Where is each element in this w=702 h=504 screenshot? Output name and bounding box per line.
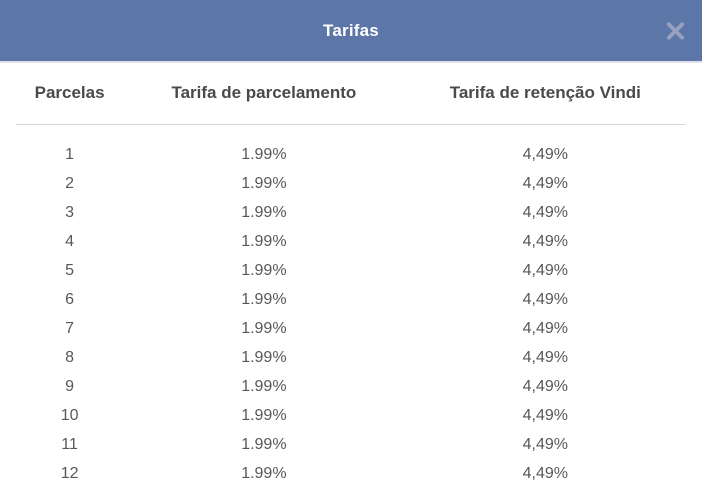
table-cell: 1.99% <box>241 319 287 337</box>
table-cell: 4 <box>65 232 75 250</box>
table-cell: 4,49% <box>522 348 568 366</box>
table-row: 6 1.99% 4,49% <box>16 285 686 314</box>
table-header: Parcelas Tarifa de parcelamento Tarifa d… <box>16 63 686 125</box>
table-cell: 1.99% <box>241 435 287 453</box>
table-row: 7 1.99% 4,49% <box>16 314 686 343</box>
table-header-row: Parcelas Tarifa de parcelamento Tarifa d… <box>16 63 686 125</box>
table-cell: 4,49% <box>522 174 568 192</box>
table-cell: 5 <box>65 261 75 279</box>
table-cell: 6 <box>65 290 75 308</box>
table-cell: 11 <box>61 435 78 453</box>
table-cell: 1.99% <box>241 290 287 308</box>
column-header-parcelas: Parcelas <box>16 63 124 125</box>
table-row: 1 1.99% 4,49% <box>16 125 686 170</box>
table-cell: 9 <box>65 377 75 395</box>
table-cell: 4,49% <box>522 435 568 453</box>
column-header-tarifa-parcelamento: Tarifa de parcelamento <box>123 63 405 125</box>
modal-body: Parcelas Tarifa de parcelamento Tarifa d… <box>0 63 702 488</box>
table-cell: 4,49% <box>522 377 568 395</box>
table-cell: 4,49% <box>522 464 568 482</box>
table-cell: 1.99% <box>241 377 287 395</box>
table-cell: 3 <box>65 203 75 221</box>
table-cell: 4,49% <box>522 290 568 308</box>
table-cell: 8 <box>65 348 75 366</box>
tarifas-table: Parcelas Tarifa de parcelamento Tarifa d… <box>16 63 686 488</box>
table-cell: 4,49% <box>522 261 568 279</box>
table-cell: 1.99% <box>241 464 287 482</box>
table-cell: 4,49% <box>522 232 568 250</box>
table-row: 11 1.99% 4,49% <box>16 430 686 459</box>
table-cell: 12 <box>60 464 79 482</box>
table-cell: 4,49% <box>522 319 568 337</box>
column-header-tarifa-retencao-vindi: Tarifa de retenção Vindi <box>404 63 686 125</box>
table-row: 3 1.99% 4,49% <box>16 198 686 227</box>
table-cell: 1.99% <box>241 203 287 221</box>
modal-header: Tarifas <box>0 0 702 63</box>
table-cell: 1 <box>65 145 75 163</box>
table-cell: 1.99% <box>241 406 287 424</box>
close-button[interactable] <box>662 17 689 44</box>
table-body: 1 1.99% 4,49% 2 1.99% 4,49% 3 1.99% 4,49% 4 1.99% 4… <box>16 125 686 489</box>
table-cell: 1.99% <box>241 348 287 366</box>
table-cell: 7 <box>65 319 75 337</box>
table-cell: 1.99% <box>241 261 287 279</box>
table-cell: 4,49% <box>522 203 568 221</box>
table-cell: 1.99% <box>241 145 287 163</box>
table-cell: 4,49% <box>522 406 568 424</box>
table-row: 5 1.99% 4,49% <box>16 256 686 285</box>
table-cell: 2 <box>65 174 75 192</box>
close-icon <box>666 21 685 40</box>
table-row: 12 1.99% 4,49% <box>16 459 686 488</box>
table-row: 2 1.99% 4,49% <box>16 169 686 198</box>
table-row: 8 1.99% 4,49% <box>16 343 686 372</box>
table-cell: 4,49% <box>522 145 568 163</box>
table-row: 4 1.99% 4,49% <box>16 227 686 256</box>
table-cell: 10 <box>60 406 79 424</box>
table-row: 10 1.99% 4,49% <box>16 401 686 430</box>
modal-title: Tarifas <box>323 20 379 40</box>
table-row: 9 1.99% 4,49% <box>16 372 686 401</box>
table-cell: 1.99% <box>241 232 287 250</box>
table-cell: 1.99% <box>241 174 287 192</box>
